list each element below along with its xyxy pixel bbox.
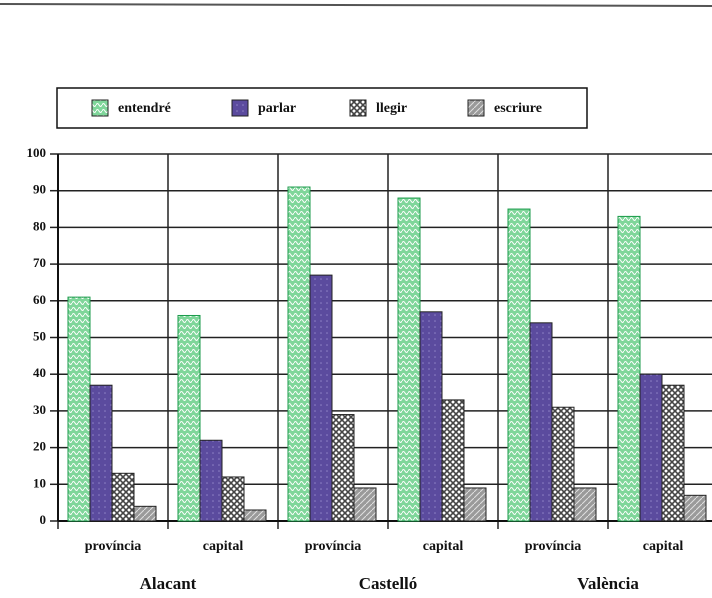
x-tick-label: província bbox=[85, 539, 142, 554]
bar bbox=[529, 322, 553, 522]
bar bbox=[331, 414, 355, 522]
bar bbox=[221, 476, 245, 522]
bar bbox=[507, 208, 531, 522]
bar bbox=[309, 274, 333, 522]
bar bbox=[419, 311, 443, 522]
bar bbox=[353, 487, 377, 522]
group-label: Alacant bbox=[140, 574, 197, 593]
bar bbox=[463, 487, 487, 522]
bar bbox=[639, 373, 663, 522]
bar bbox=[287, 186, 311, 522]
legend-label: llegir bbox=[376, 101, 407, 116]
bar bbox=[573, 487, 597, 522]
y-tick-label: 80 bbox=[33, 218, 46, 233]
legend-box bbox=[56, 87, 588, 129]
group-label: Castelló bbox=[359, 574, 418, 593]
bar bbox=[551, 406, 575, 522]
bar bbox=[617, 215, 641, 522]
y-tick-label: 10 bbox=[33, 475, 46, 490]
x-tick-label: província bbox=[525, 539, 582, 554]
bar bbox=[661, 384, 685, 522]
legend-label: entendré bbox=[118, 101, 171, 116]
legend-swatch bbox=[467, 99, 485, 117]
bar bbox=[89, 384, 113, 522]
bar bbox=[441, 399, 465, 522]
x-tick-label: capital bbox=[203, 539, 244, 554]
legend-swatch bbox=[231, 99, 249, 117]
y-tick-label: 20 bbox=[33, 439, 46, 454]
bar bbox=[199, 439, 223, 522]
bar bbox=[133, 505, 157, 522]
legend-label: escriure bbox=[494, 101, 542, 116]
group-label: València bbox=[577, 574, 639, 593]
y-tick-label: 0 bbox=[40, 512, 47, 527]
bar bbox=[111, 472, 135, 522]
y-tick-label: 50 bbox=[33, 328, 46, 343]
legend-label: parlar bbox=[258, 101, 296, 116]
y-tick-label: 60 bbox=[33, 292, 46, 307]
x-tick-label: capital bbox=[643, 539, 684, 554]
bar bbox=[67, 296, 91, 522]
x-tick-label: capital bbox=[423, 539, 464, 554]
y-tick-label: 100 bbox=[27, 145, 47, 160]
bar bbox=[177, 314, 201, 522]
y-tick-label: 90 bbox=[33, 182, 46, 197]
scan-edge bbox=[0, 3, 712, 7]
y-tick-label: 40 bbox=[33, 365, 46, 380]
y-tick-label: 30 bbox=[33, 402, 46, 417]
legend-swatch bbox=[349, 99, 367, 117]
x-tick-label: província bbox=[305, 539, 362, 554]
legend-swatch bbox=[91, 99, 109, 117]
y-tick-label: 70 bbox=[33, 255, 46, 270]
bar bbox=[397, 197, 421, 522]
bar bbox=[243, 509, 267, 522]
bar bbox=[683, 494, 707, 522]
